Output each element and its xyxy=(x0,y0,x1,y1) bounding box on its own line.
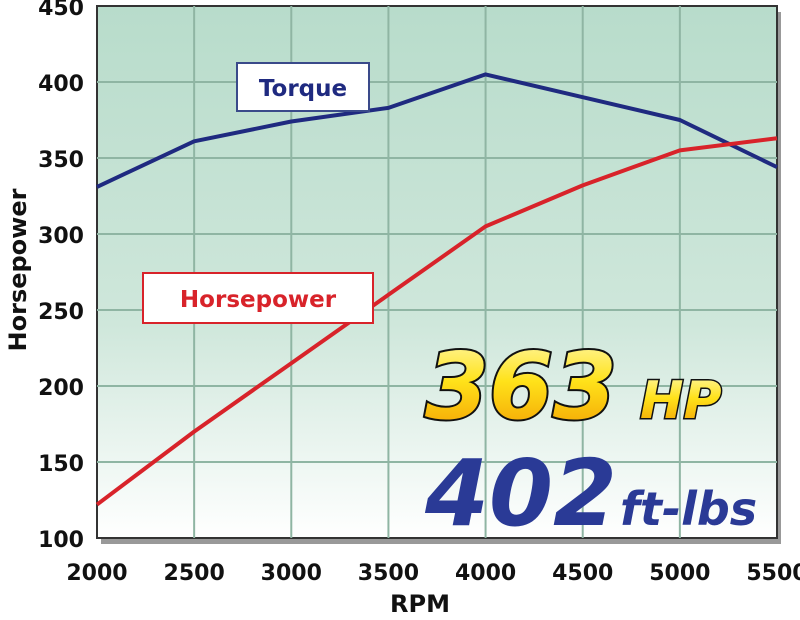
peak-torque-unit: ft-lbs xyxy=(620,482,757,536)
y-tick-label: 350 xyxy=(38,148,84,173)
y-tick-label: 250 xyxy=(38,300,84,325)
y-tick-label: 150 xyxy=(38,452,84,477)
y-axis-label: Horsepower xyxy=(4,188,32,351)
x-tick-label: 5500 xyxy=(746,561,800,586)
legend-torque: Torque xyxy=(236,62,370,112)
x-axis-label: RPM xyxy=(390,590,450,618)
y-tick-label: 300 xyxy=(38,224,84,249)
series-line-torque xyxy=(96,72,778,189)
x-tick-label: 5000 xyxy=(649,561,710,586)
x-tick-label: 3000 xyxy=(261,561,322,586)
y-tick-label: 200 xyxy=(38,376,84,401)
peak-hp-callout: 363 HP 402 ft-lbs xyxy=(423,331,757,547)
peak-hp-value: 363 xyxy=(425,333,617,440)
legend-torque-label: Torque xyxy=(259,76,347,102)
peak-hp-unit: HP xyxy=(640,371,722,431)
y-tick-label: 100 xyxy=(38,528,84,553)
peak-torque-value: 402 xyxy=(424,440,617,547)
x-tick-label: 2000 xyxy=(66,561,127,586)
x-tick-label: 2500 xyxy=(164,561,225,586)
y-tick-label: 450 xyxy=(38,0,84,21)
x-tick-label: 4500 xyxy=(552,561,613,586)
legend-horsepower-label: Horsepower xyxy=(180,287,337,313)
x-tick-label: 4000 xyxy=(455,561,516,586)
legend-horsepower: Horsepower xyxy=(142,272,374,324)
y-tick-label: 400 xyxy=(38,72,84,97)
x-tick-label: 3500 xyxy=(358,561,419,586)
series-line-horsepower xyxy=(95,136,778,507)
